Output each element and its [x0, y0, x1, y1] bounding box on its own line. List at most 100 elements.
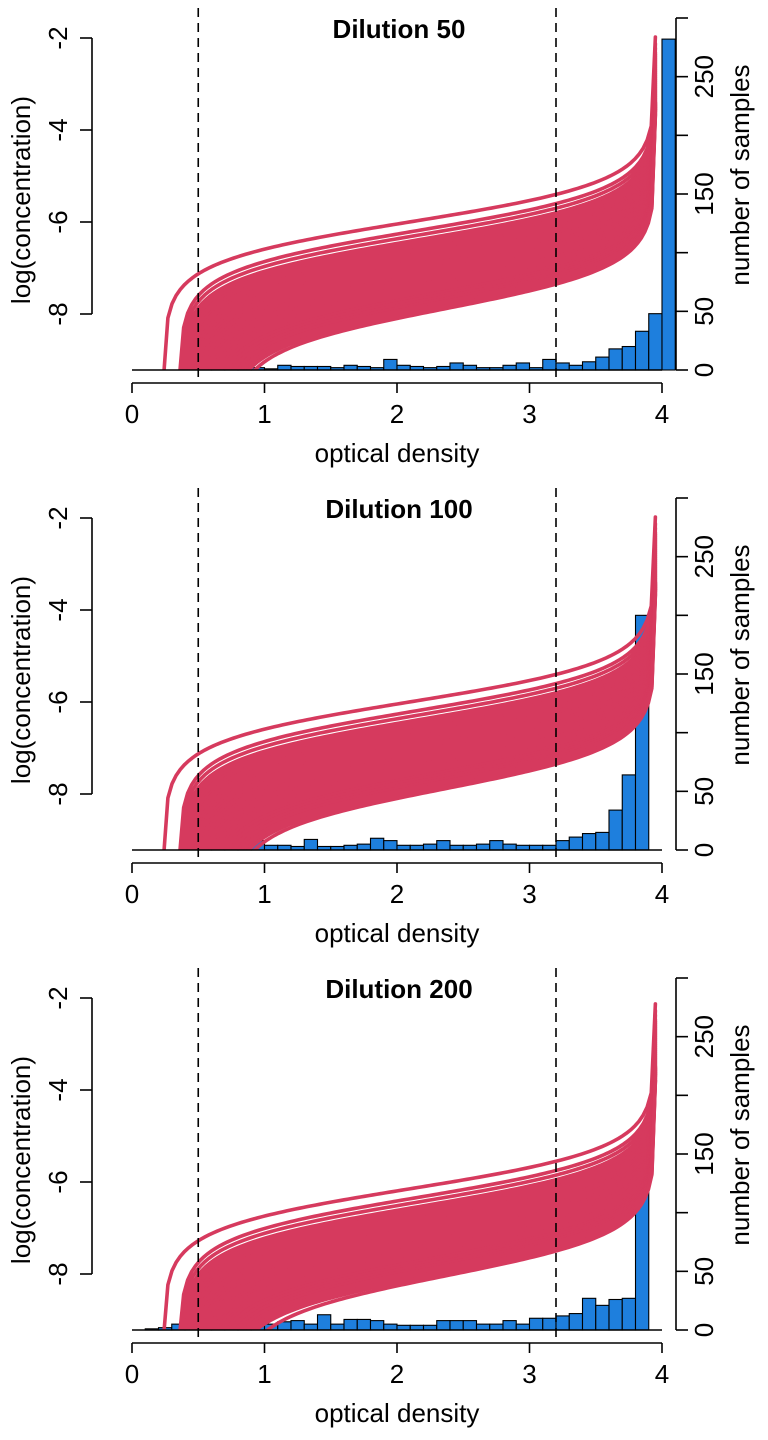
y2-tick-label: 0	[689, 843, 719, 857]
standard-curve	[204, 82, 658, 370]
standard-curve	[211, 90, 658, 370]
y-tick-label: -2	[43, 26, 73, 49]
standard-curve	[193, 549, 658, 850]
standard-curve	[189, 1030, 658, 1330]
standard-curve	[252, 113, 658, 370]
standard-curve	[207, 566, 658, 850]
standard-curve	[228, 102, 658, 370]
x-tick-label: 2	[390, 399, 404, 429]
standard-curve	[193, 69, 658, 370]
chart-title: Dilution 100	[325, 494, 472, 524]
histogram-bar	[661, 38, 676, 371]
y-tick-label: -6	[43, 690, 73, 713]
histogram-bar	[515, 1323, 531, 1331]
standard-curve	[216, 574, 658, 850]
standard-curve	[213, 92, 658, 370]
standard-curve	[243, 589, 658, 850]
panel-dilution-1: 0 1 2 3 4 optical density -2 -4 -6 -8 log(concentr…	[6, 8, 755, 468]
standard-curve	[223, 100, 658, 370]
chart-title: Dilution 50	[333, 14, 466, 44]
histogram-bar	[356, 843, 372, 851]
standard-curve	[190, 545, 658, 850]
standard-curve	[218, 576, 658, 850]
y-tick-label: -6	[43, 210, 73, 233]
standard-curve	[178, 522, 658, 850]
standard-curve	[204, 1046, 658, 1330]
x-tick-label: 2	[390, 1359, 404, 1389]
histogram-bar	[595, 1304, 610, 1331]
standard-curve	[182, 532, 658, 850]
y2-axis-label: number of samples	[725, 1024, 755, 1245]
standard-curve	[179, 526, 658, 850]
standard-curve	[194, 71, 658, 370]
x-tick-label: 0	[125, 1359, 139, 1389]
standard-curve	[243, 109, 658, 370]
standard-curve	[182, 52, 658, 370]
histogram-bar	[621, 345, 637, 371]
histogram-bar	[648, 313, 663, 371]
panel-dilution-2: 0 1 2 3 4 optical density -2 -4 -6 -8 log(concentr…	[6, 488, 755, 948]
histogram-bar	[515, 362, 531, 371]
standard-curve	[187, 61, 658, 370]
standard-curve	[183, 54, 658, 370]
histogram-bar	[595, 831, 610, 851]
histogram-bar	[621, 1297, 637, 1331]
standard-curve	[229, 1067, 658, 1330]
standard-curve	[190, 1032, 658, 1330]
histogram-bar	[581, 1297, 597, 1331]
standard-curve	[197, 555, 658, 850]
y-axis-label: log(concentration)	[6, 96, 36, 304]
standard-curve	[246, 591, 658, 850]
histogram-bar	[449, 1320, 464, 1331]
standard-curve	[252, 593, 658, 850]
standard-curve	[179, 46, 658, 370]
histogram-bar	[568, 1313, 584, 1331]
histogram-bar	[634, 330, 650, 371]
y2-axis-label: number of samples	[725, 64, 755, 285]
histogram-bar	[316, 1314, 332, 1331]
standard-curve	[207, 86, 658, 370]
histogram-bar	[436, 1320, 451, 1331]
y2-tick-label: 50	[689, 777, 719, 806]
standard-curve	[206, 564, 658, 850]
standard-curve	[213, 572, 658, 850]
histogram-bar	[568, 836, 584, 851]
histogram-bar	[542, 358, 557, 371]
standard-curve	[242, 1072, 658, 1330]
standard-curve	[183, 1021, 658, 1330]
standard-curve	[196, 553, 658, 850]
standard-curve	[199, 77, 658, 370]
histogram-bar	[449, 362, 464, 371]
standard-curve	[220, 98, 658, 370]
x-axis-label: optical density	[315, 438, 480, 468]
x-tick-label: 4	[655, 1359, 669, 1389]
histogram-bar	[555, 1315, 570, 1331]
standard-curve	[162, 1002, 658, 1330]
standard-curve	[249, 1076, 658, 1330]
x-tick-label: 4	[655, 879, 669, 909]
histogram-bar	[356, 1318, 372, 1331]
y2-axis-label: number of samples	[725, 544, 755, 765]
x-tick-label: 1	[257, 1359, 271, 1389]
histogram-bar	[383, 1323, 398, 1331]
histogram-bar	[608, 348, 623, 371]
y2-tick-label: 50	[689, 1257, 719, 1286]
standard-curve	[180, 50, 658, 370]
standard-curve	[204, 562, 658, 850]
standard-curve	[190, 65, 658, 370]
standard-curve	[233, 1068, 658, 1330]
x-tick-label: 3	[522, 399, 536, 429]
standard-curve	[181, 1017, 658, 1330]
y-tick-label: -4	[43, 118, 73, 141]
standard-curve	[180, 530, 658, 850]
x-tick-label: 2	[390, 879, 404, 909]
x-tick-label: 0	[125, 879, 139, 909]
histogram-bar	[502, 1320, 517, 1331]
standard-curve	[223, 580, 658, 850]
histogram-bar	[436, 840, 451, 851]
y2-tick-label: 250	[689, 535, 719, 578]
standard-curve	[186, 1026, 658, 1330]
standard-curve	[253, 1078, 658, 1330]
standard-curve	[228, 582, 658, 850]
standard-curve	[178, 42, 658, 370]
